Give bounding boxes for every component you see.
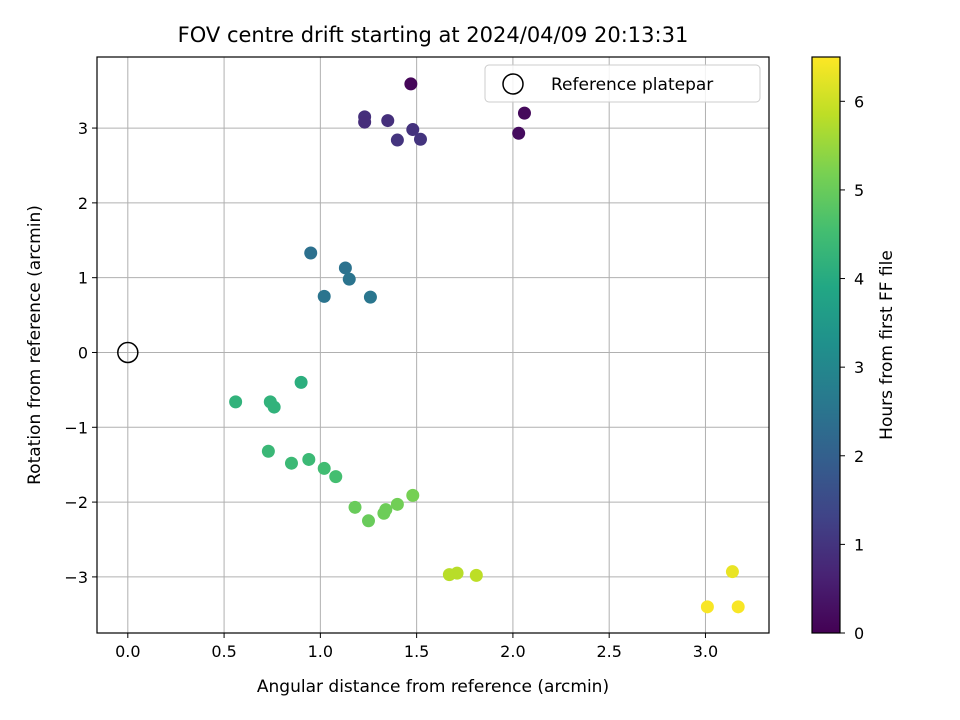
legend-box xyxy=(484,64,761,103)
x-tick-label: 0.0 xyxy=(115,642,140,661)
y-axis: −3 −2 −1 0 1 2 3 xyxy=(64,119,97,587)
data-point xyxy=(317,289,331,303)
data-point xyxy=(317,461,331,475)
x-axis-label: Angular distance from reference (arcmin) xyxy=(257,677,609,697)
chart-title: FOV centre drift starting at 2024/04/09 … xyxy=(178,23,689,47)
grid xyxy=(97,57,769,633)
colorbar-tick-label: 1 xyxy=(854,535,864,554)
data-point xyxy=(512,126,526,140)
reference-platepar-marker xyxy=(117,341,139,364)
colorbar-tick-label: 2 xyxy=(854,447,864,466)
data-point xyxy=(390,133,404,147)
colorbar-tick-label: 0 xyxy=(854,624,864,643)
data-point xyxy=(413,132,427,146)
data-point xyxy=(229,395,243,409)
plot-area-frame xyxy=(96,56,770,634)
data-point xyxy=(517,106,531,120)
data-point xyxy=(450,566,464,580)
data-point xyxy=(348,500,362,514)
data-point xyxy=(406,488,420,502)
colorbar-tick-label: 6 xyxy=(854,92,864,111)
data-point xyxy=(302,452,316,466)
colorbar-tick-label: 4 xyxy=(854,270,864,289)
data-point xyxy=(469,568,483,582)
y-tick-label: 2 xyxy=(78,194,88,213)
data-point xyxy=(390,497,404,511)
data-point xyxy=(379,503,393,517)
data-point xyxy=(700,600,714,614)
data-point xyxy=(304,246,318,260)
data-point xyxy=(361,514,375,528)
data-point xyxy=(284,456,298,470)
colorbar-tick-label: 3 xyxy=(854,358,864,377)
data-points xyxy=(229,77,745,614)
x-axis: 0.0 0.5 1.0 1.5 2.0 2.5 3.0 xyxy=(115,633,718,661)
data-point xyxy=(329,470,343,484)
data-point xyxy=(406,123,420,137)
data-point xyxy=(363,290,377,304)
legend: Reference platepar xyxy=(484,64,761,103)
data-point xyxy=(725,565,739,579)
data-point xyxy=(294,375,308,389)
colorbar-frame xyxy=(811,56,841,634)
colorbar-ticks: 0 1 2 3 4 5 6 xyxy=(840,92,864,643)
colorbar-tick-label: 5 xyxy=(854,181,864,200)
data-point xyxy=(338,261,352,275)
y-tick-label: 0 xyxy=(78,343,88,362)
data-point xyxy=(731,600,745,614)
y-tick-label: −2 xyxy=(64,493,88,512)
x-tick-label: 1.0 xyxy=(308,642,333,661)
y-tick-label: 1 xyxy=(78,269,88,288)
x-tick-label: 0.5 xyxy=(211,642,236,661)
data-point xyxy=(404,77,418,91)
y-tick-label: −1 xyxy=(64,418,88,437)
data-point xyxy=(358,115,372,129)
x-tick-label: 3.0 xyxy=(693,642,718,661)
data-point xyxy=(267,400,281,414)
colorbar-gradient xyxy=(812,57,840,633)
data-point xyxy=(261,444,275,458)
y-tick-label: −3 xyxy=(64,568,88,587)
legend-entry-reference: Reference platepar xyxy=(551,75,713,95)
data-point xyxy=(381,114,395,128)
x-tick-label: 2.5 xyxy=(596,642,621,661)
colorbar-label: Hours from first FF file xyxy=(877,250,897,440)
x-tick-label: 2.0 xyxy=(500,642,525,661)
y-tick-label: 3 xyxy=(78,119,88,138)
colorbar: 0 1 2 3 4 5 6 Hours from first FF file xyxy=(811,56,897,643)
y-axis-label: Rotation from reference (arcmin) xyxy=(25,205,45,485)
x-tick-label: 1.5 xyxy=(404,642,429,661)
legend-marker-icon xyxy=(502,73,524,95)
data-point xyxy=(342,272,356,286)
